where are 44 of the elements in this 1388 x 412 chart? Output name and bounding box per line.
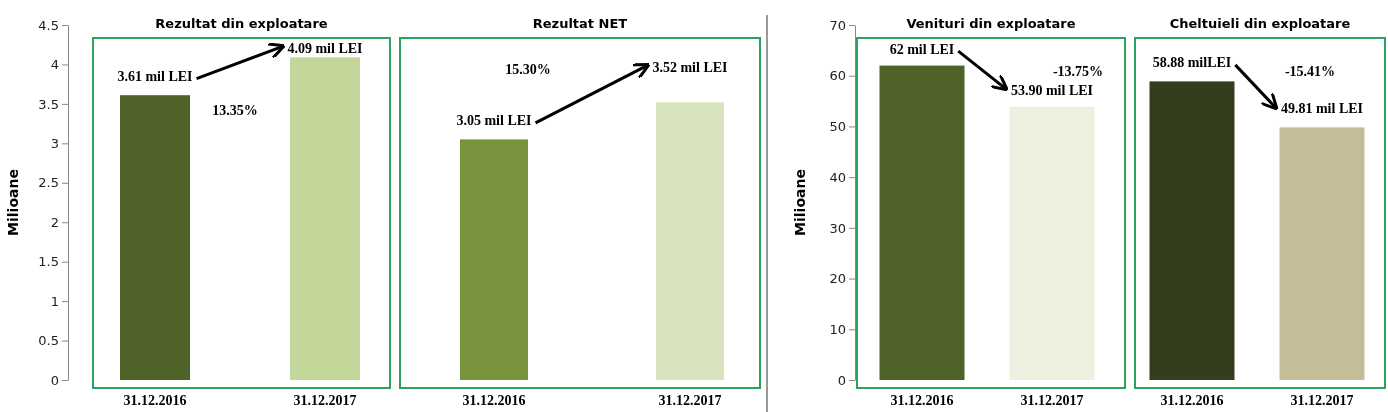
data-label: 53.90 mil LEI [1010, 82, 1094, 98]
y-tick-label: 10 [829, 321, 846, 337]
data-label: 62 mil LEI [889, 41, 955, 57]
chart-title: Rezultat NET [532, 16, 628, 31]
data-label: 3.61 mil LEI [117, 69, 193, 85]
chart-title: Venituri din exploatare [906, 16, 1076, 31]
y-tick-label: 0 [837, 372, 846, 388]
y-tick-label: 3 [50, 135, 59, 151]
y-tick-label: 4 [50, 57, 59, 73]
y-tick-label: 40 [829, 169, 846, 185]
y-tick-label: 20 [829, 271, 846, 287]
y-tick-label: 1 [50, 293, 59, 309]
chart-title: Cheltuieli din exploatare [1169, 16, 1351, 31]
data-label: 58.88 milLEI [1152, 55, 1232, 71]
y-tick-label: 0 [50, 372, 59, 388]
chart-title: Rezultat din exploatare [155, 16, 328, 31]
y-tick-label: 3.5 [38, 96, 59, 112]
y-tick-label: 2 [50, 214, 59, 230]
x-tick-label: 31.12.2017 [1020, 393, 1084, 408]
x-tick-label: 31.12.2016 [1160, 393, 1224, 408]
x-tick-label: 31.12.2016 [123, 393, 187, 408]
data-label: 4.09 mil LEI [287, 41, 363, 57]
x-tick-label: 31.12.2016 [462, 393, 526, 408]
y-tick-label: 30 [829, 220, 846, 236]
x-tick-label: 31.12.2017 [1290, 393, 1354, 408]
y-axis-title: Milioane [792, 169, 808, 236]
y-tick-label: 0.5 [38, 333, 59, 349]
annotation: -15.41% [1284, 64, 1336, 79]
y-tick-label: 4.5 [38, 17, 59, 33]
x-tick-label: 31.12.2016 [890, 393, 954, 408]
annotation: 15.30% [505, 62, 551, 77]
x-tick-label: 31.12.2017 [658, 393, 722, 408]
annotation: -13.75% [1052, 64, 1104, 79]
data-label: 3.05 mil LEI [456, 113, 532, 129]
y-tick-label: 50 [829, 119, 846, 135]
x-tick-label: 31.12.2017 [293, 393, 357, 408]
y-tick-label: 2.5 [38, 175, 59, 191]
y-axis-title: Milioane [5, 169, 21, 236]
annotation: 13.35% [212, 103, 258, 118]
y-tick-label: 70 [829, 17, 846, 33]
data-label: 49.81 mil LEI [1280, 101, 1364, 117]
y-tick-label: 1.5 [38, 254, 59, 270]
data-label: 3.52 mil LEI [652, 60, 728, 76]
y-tick-label: 60 [829, 68, 846, 84]
